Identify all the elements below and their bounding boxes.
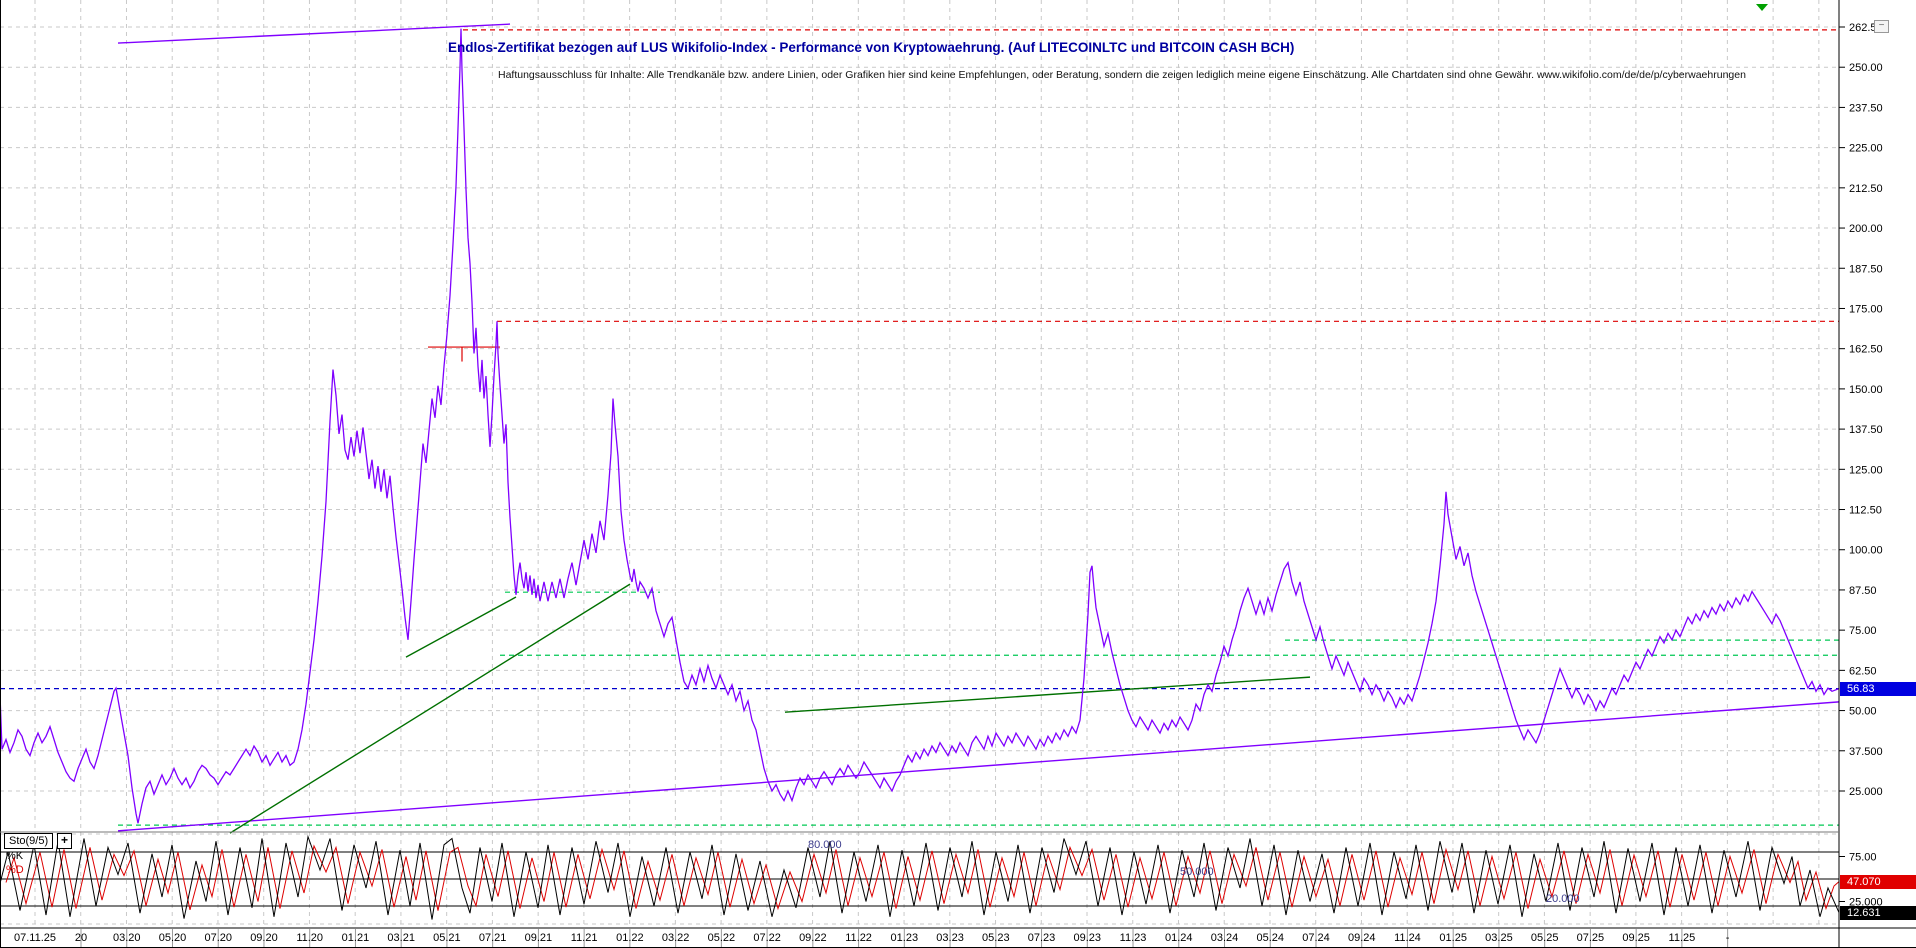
x-axis-label: 03.22 bbox=[662, 932, 690, 944]
stochastic-k-value-tag: 12.631 bbox=[1840, 906, 1916, 920]
trendline bbox=[405, 596, 517, 658]
x-axis-label: 05.22 bbox=[708, 932, 736, 944]
y-axis-label: 125.00 bbox=[1849, 464, 1883, 476]
add-indicator-button[interactable]: + bbox=[57, 833, 72, 849]
x-axis-label: - bbox=[1726, 932, 1730, 944]
x-axis-label: 09.23 bbox=[1074, 932, 1102, 944]
chart-title: Endlos-Zertifikat bezogen auf LUS Wikifo… bbox=[448, 40, 1295, 55]
sto-level-80-label: 80.000 bbox=[808, 839, 842, 851]
x-axis-label: 07.23 bbox=[1028, 932, 1056, 944]
y-axis-label: 50.00 bbox=[1849, 706, 1877, 718]
alert-marker-icon bbox=[1756, 4, 1768, 11]
y-axis-label: 225.00 bbox=[1849, 143, 1883, 155]
stochastic-d-line bbox=[5, 844, 1840, 911]
x-axis-label: 09.20 bbox=[250, 932, 278, 944]
x-axis-label: 11.23 bbox=[1120, 932, 1147, 944]
x-axis-label: 07.22 bbox=[753, 932, 781, 944]
y-axis-label: 112.50 bbox=[1849, 505, 1882, 517]
x-axis-label: 11.21 bbox=[571, 932, 598, 944]
x-axis-label: 01.25 bbox=[1439, 932, 1467, 944]
x-axis-label: 09.21 bbox=[525, 932, 553, 944]
y-axis-label: 75.00 bbox=[1849, 625, 1877, 637]
trendline bbox=[229, 583, 631, 834]
x-axis-label: 01.23 bbox=[891, 932, 919, 944]
x-axis-label: 05.21 bbox=[433, 932, 461, 944]
y-axis-label: 62.50 bbox=[1849, 665, 1877, 677]
current-price-tag: 56.83 bbox=[1840, 682, 1916, 696]
x-axis-label: 07.25 bbox=[1577, 932, 1605, 944]
x-axis-label: 01.21 bbox=[342, 932, 370, 944]
y-axis-label: 150.00 bbox=[1849, 384, 1883, 396]
x-axis-label: 11.22 bbox=[845, 932, 872, 944]
x-axis-label: 03.20 bbox=[113, 932, 141, 944]
y-axis-label: 212.50 bbox=[1849, 183, 1883, 195]
x-axis-label: 09.22 bbox=[799, 932, 827, 944]
y-axis-label: 162.50 bbox=[1849, 344, 1883, 356]
trendline bbox=[784, 676, 1311, 713]
x-axis-label: 03.24 bbox=[1211, 932, 1239, 944]
x-axis-label: 09.25 bbox=[1622, 932, 1650, 944]
stochastic-d-value-tag: 47.070 bbox=[1840, 875, 1916, 889]
x-axis-label: 09.24 bbox=[1348, 932, 1376, 944]
sto-axis-label: 75.00 bbox=[1849, 852, 1877, 864]
sto-axis-label: 25.000 bbox=[1849, 897, 1883, 909]
x-axis-label: 03.21 bbox=[387, 932, 415, 944]
y-axis-label: 250.00 bbox=[1849, 62, 1883, 74]
x-axis-label: 01.22 bbox=[616, 932, 644, 944]
x-axis-label: 20 bbox=[75, 932, 87, 944]
trendline bbox=[117, 23, 511, 44]
sto-indicator-button[interactable]: Sto(9/5) bbox=[4, 833, 54, 849]
trendline bbox=[117, 701, 1840, 832]
y-axis-label: 100.00 bbox=[1849, 545, 1883, 557]
x-axis-label: 03.25 bbox=[1485, 932, 1513, 944]
y-axis-label: 87.50 bbox=[1849, 585, 1877, 597]
x-axis-label: 05.25 bbox=[1531, 932, 1559, 944]
y-axis-label: 37.500 bbox=[1849, 746, 1883, 758]
y-axis-label: 187.50 bbox=[1849, 263, 1883, 275]
d-line-legend: %D bbox=[6, 864, 24, 876]
x-axis-label: 05.23 bbox=[982, 932, 1010, 944]
x-axis-label: 05.20 bbox=[159, 932, 187, 944]
y-axis-label: 175.00 bbox=[1849, 303, 1883, 315]
collapse-icon[interactable]: − bbox=[1874, 20, 1889, 33]
x-axis-label: 03.23 bbox=[936, 932, 964, 944]
chart-disclaimer: Haftungsausschluss für Inhalte: Alle Tre… bbox=[498, 69, 1746, 81]
sto-level-50-label: 50.000 bbox=[1180, 866, 1214, 878]
y-axis-label: 200.00 bbox=[1849, 223, 1883, 235]
y-axis-label: 237.50 bbox=[1849, 102, 1883, 114]
x-axis-label: 11.25 bbox=[1669, 932, 1696, 944]
k-line-legend: %K bbox=[6, 850, 24, 862]
price-line[interactable] bbox=[0, 28, 1840, 824]
y-axis-label: 25.000 bbox=[1849, 786, 1883, 798]
y-axis-label: 137.50 bbox=[1849, 424, 1883, 436]
x-axis-label: 11.24 bbox=[1394, 932, 1421, 944]
x-axis-label: 07.11.25 bbox=[14, 932, 56, 944]
x-axis-label: 07.24 bbox=[1302, 932, 1330, 944]
x-axis-label: 11.20 bbox=[296, 932, 323, 944]
x-axis-label: 01.24 bbox=[1165, 932, 1193, 944]
x-axis-label: 07.20 bbox=[204, 932, 232, 944]
stochastic-k-line bbox=[0, 834, 1840, 920]
x-axis-label: 05.24 bbox=[1256, 932, 1284, 944]
x-axis-label: 07.21 bbox=[479, 932, 507, 944]
sto-level-20-label: 20.000 bbox=[1546, 893, 1580, 905]
